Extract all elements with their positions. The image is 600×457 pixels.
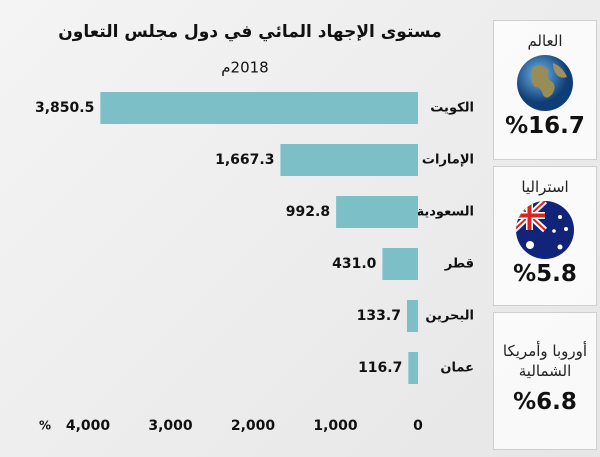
value-label: 133.7: [357, 308, 401, 324]
globe-icon: [517, 55, 573, 111]
bar: [336, 196, 418, 228]
x-tick-label: 1,000: [313, 418, 358, 434]
value-label: 1,667.3: [215, 152, 274, 168]
bar: [406, 300, 418, 332]
chart-subtitle: 2018م: [221, 59, 268, 77]
bar: [100, 92, 419, 124]
value-label: 992.8: [286, 204, 330, 220]
bar: [280, 144, 418, 176]
value-label: 431.0: [332, 256, 377, 272]
panel-label: استراليا: [521, 178, 569, 196]
australia-panel: استراليا %5.8: [493, 166, 597, 306]
world-panel: العالم %16.7: [493, 20, 597, 160]
y-tick-label: البحرين: [425, 309, 474, 324]
panel-value: %6.8: [513, 389, 577, 415]
x-tick-label: 4,000: [66, 418, 111, 434]
bar: [382, 248, 418, 280]
panel-label: العالم: [527, 32, 563, 50]
panel-value: %16.7: [505, 113, 585, 139]
x-unit: %: [39, 419, 51, 433]
bar: [408, 352, 418, 384]
x-tick-label: 3,000: [148, 418, 193, 434]
y-tick-label: السعودية: [417, 205, 475, 220]
y-tick-label: الكويت: [430, 101, 474, 116]
panel-label: أوروبا وأمريكا الشمالية: [502, 342, 588, 380]
value-label: 116.7: [358, 360, 402, 376]
y-tick-label: الإمارات: [422, 153, 474, 168]
chart-title: مستوى الإجهاد المائي في دول مجلس التعاون: [58, 22, 441, 42]
europe-panel: أوروبا وأمريكا الشمالية %6.8: [493, 312, 597, 450]
value-label: 3,850.5: [35, 100, 94, 116]
x-tick-label: 2,000: [231, 418, 276, 434]
panel-value: %5.8: [513, 261, 577, 287]
flag-icon: [516, 201, 574, 259]
y-tick-label: عمان: [440, 361, 474, 376]
y-tick-label: قطر: [444, 257, 474, 272]
x-tick-label: 0: [413, 418, 423, 434]
